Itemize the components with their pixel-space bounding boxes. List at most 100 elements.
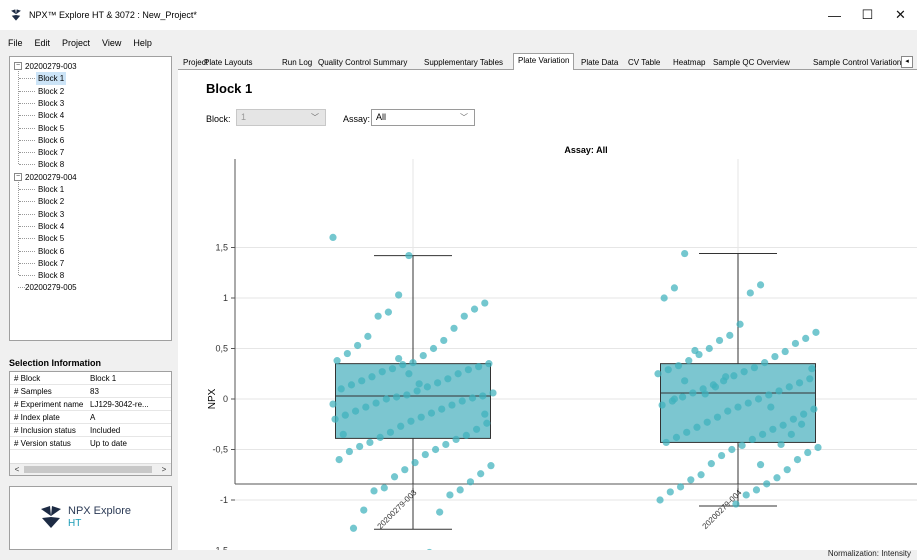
data-point (756, 461, 765, 469)
maximize-button[interactable]: ☐ (861, 7, 874, 22)
selection-info-value: Included (90, 426, 121, 435)
data-point (388, 365, 397, 373)
menu-help[interactable]: Help (133, 38, 152, 48)
selection-info-table: < > # Block Block 1 # Samples 83 # Experimen… (9, 371, 172, 476)
data-point (450, 324, 458, 332)
tree-node-run[interactable]: 20200279-003 (25, 62, 77, 71)
tree-node-block[interactable]: Block 6 (38, 246, 65, 256)
close-button[interactable]: ✕ (895, 7, 906, 22)
selection-info-key: # Version status (14, 439, 71, 448)
minimize-button[interactable]: — (828, 7, 841, 23)
tree-node-run[interactable]: 20200279-004 (25, 172, 77, 182)
chevron-down-icon: ﹀ (460, 113, 468, 122)
tab-project[interactable]: Project (183, 58, 208, 67)
data-point (356, 442, 364, 451)
app-logo-icon (11, 9, 21, 21)
tree-node-block[interactable]: Block 2 (38, 197, 65, 207)
tree-node-block[interactable]: Block 3 (38, 209, 65, 219)
data-point (812, 328, 820, 336)
y-tick-label: 1,5 (215, 243, 228, 253)
normalization-status: Normalization: Intensity (827, 549, 911, 558)
data-point (793, 456, 802, 464)
tab-plate-variation[interactable]: Plate Variation (513, 53, 575, 71)
chart-title: Assay: All (564, 145, 607, 155)
data-point (738, 441, 746, 450)
tree-connector (19, 275, 35, 277)
scrollbar-thumb[interactable] (24, 466, 152, 473)
title-bar: NPX™ Explore HT & 3072 : New_Project* — … (0, 0, 917, 30)
tree-node-block[interactable]: Block 8 (38, 160, 65, 170)
data-point (777, 440, 785, 449)
tree-node-run[interactable]: 20200279-005 (25, 283, 77, 293)
tree-node-block[interactable]: Block 4 (38, 221, 65, 231)
assay-select[interactable]: All ﹀ (371, 109, 475, 126)
tab-run-log[interactable]: Run Log (282, 58, 313, 67)
tab-sample-control-variation[interactable]: Sample Control Variation (813, 58, 902, 67)
data-point (683, 428, 691, 436)
data-point (466, 478, 475, 486)
selection-info-row: # Inclusion status Included (10, 425, 171, 437)
menu-view[interactable]: View (102, 38, 122, 48)
selection-info-key: # Samples (14, 387, 52, 396)
tree-connector (19, 90, 35, 92)
tree-node-block[interactable]: Block 8 (38, 271, 65, 281)
data-point (415, 380, 423, 388)
tree-connector (18, 71, 19, 165)
data-point (333, 357, 341, 365)
tree-node-block[interactable]: Block 6 (38, 135, 65, 145)
selection-info-key: # Block (14, 374, 41, 383)
tab-scroll-left-icon[interactable]: ◂ (901, 56, 913, 68)
tree-node-block[interactable]: Block 2 (38, 86, 65, 96)
data-point (487, 462, 495, 470)
page-title: Block 1 (206, 81, 253, 96)
data-point (746, 289, 754, 297)
data-point (366, 438, 374, 447)
menu-edit[interactable]: Edit (34, 38, 51, 48)
data-point (783, 466, 791, 474)
expand-toggle-icon[interactable]: − (14, 172, 22, 181)
data-point (456, 486, 464, 494)
tree-node-block[interactable]: Block 5 (38, 234, 65, 244)
horizontal-scrollbar[interactable]: < > (10, 463, 171, 475)
selection-info-value: 83 (90, 387, 99, 396)
expand-toggle-icon[interactable]: − (14, 62, 22, 70)
menu-project[interactable]: Project (62, 38, 91, 48)
data-point (401, 466, 409, 474)
tab-sample-qc-overview[interactable]: Sample QC Overview (713, 58, 790, 67)
tree-node-block[interactable]: Block 5 (38, 123, 65, 133)
data-point (429, 344, 438, 353)
tab-supplementary-tables[interactable]: Supplementary Tables (424, 58, 504, 67)
scroll-right-icon[interactable]: > (161, 465, 167, 474)
tab-quality-control-summary[interactable]: Quality Control Summary (318, 58, 408, 67)
y-tick-label: -1 (220, 495, 228, 505)
tab-heatmap[interactable]: Heatmap (673, 58, 706, 67)
tree-node-block[interactable]: Block 4 (38, 111, 65, 121)
data-point (681, 249, 689, 258)
y-tick-label: -0,5 (212, 445, 228, 455)
data-point (814, 443, 822, 452)
data-point (452, 435, 460, 443)
selection-info-row: # Experiment name LJ129-3042-re... (10, 399, 171, 411)
data-point (460, 312, 468, 320)
scroll-left-icon[interactable]: < (14, 465, 20, 474)
tree-node-block[interactable]: Block 1 (38, 185, 65, 194)
tab-strip: ◂ Project Plate Layouts Run Log Quality Con… (178, 53, 917, 71)
data-point (382, 395, 390, 403)
data-point (475, 363, 483, 371)
tab-plate-data[interactable]: Plate Data (581, 58, 619, 67)
data-point (765, 391, 773, 399)
tree-node-block[interactable]: Block 3 (38, 98, 65, 108)
tree-node-block[interactable]: Block 7 (38, 148, 65, 158)
tab-cv-table[interactable]: CV Table (628, 58, 661, 67)
menu-file[interactable]: File (8, 38, 23, 48)
data-point (656, 496, 664, 504)
chevron-down-icon: ﹀ (311, 113, 319, 122)
data-point (454, 370, 462, 378)
data-point (370, 487, 378, 495)
tree-node-block[interactable]: Block 7 (38, 258, 65, 268)
data-point (380, 484, 388, 492)
data-point (707, 460, 715, 468)
project-tree[interactable]: −20200279-003 Block 1 Block 2 Block 3 Block … (9, 56, 172, 341)
tab-plate-layouts[interactable]: Plate Layouts (204, 58, 253, 67)
tree-node-block[interactable]: Block 1 (36, 72, 67, 86)
